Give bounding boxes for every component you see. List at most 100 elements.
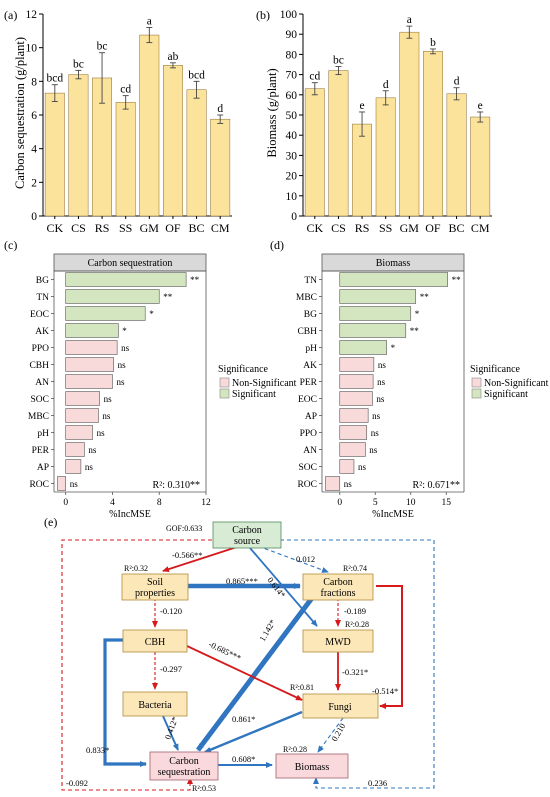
y-tick-label: 12 xyxy=(26,9,38,21)
panel-label-c: (c) xyxy=(4,238,17,252)
y-tick-label: PPO xyxy=(32,344,50,354)
path-source-to-biomass xyxy=(280,539,435,789)
importance-bar xyxy=(65,374,113,389)
y-tick-label: EOC xyxy=(298,395,317,405)
path-fungi-to-sequestration xyxy=(204,710,303,754)
y-tick-label: MBC xyxy=(28,412,49,422)
significance-mark: ns xyxy=(70,479,79,489)
coef-sequestration-biomass: 0.608* xyxy=(232,754,255,764)
y-tick-label: CBH xyxy=(29,361,49,371)
significance-mark: ns xyxy=(116,377,125,387)
significance-mark: * xyxy=(122,326,127,336)
node-carbon-fractions-label: fractions xyxy=(321,588,356,599)
y-tick-label: 10 xyxy=(286,191,298,203)
significance-letter: bcd xyxy=(188,69,205,81)
y-tick-label: 8 xyxy=(31,76,37,88)
x-tick-label: 0 xyxy=(337,498,342,508)
y-tick-label: 100 xyxy=(280,9,298,21)
importance-bar xyxy=(65,306,146,321)
importance-bar xyxy=(339,340,387,355)
importance-bar xyxy=(339,289,417,304)
coef-source-soil: -0.566** xyxy=(172,550,202,560)
y-tick-label: 0 xyxy=(31,211,37,223)
significance-mark: ns xyxy=(371,428,380,438)
node-carbon-sequestration-label: Carbon xyxy=(169,756,198,767)
importance-bar xyxy=(65,425,93,440)
coef-soil-fractions: 0.865*** xyxy=(226,576,258,586)
x-tick-label: 4 xyxy=(110,498,115,508)
significance-letter: e xyxy=(478,100,483,112)
importance-bar xyxy=(65,340,118,355)
x-tick-label: CM xyxy=(211,221,230,235)
y-tick-label: 10 xyxy=(26,43,38,55)
legend-title: Significance xyxy=(218,364,269,375)
significance-mark: ** xyxy=(163,292,173,302)
path-cbh-to-fungi xyxy=(186,645,303,701)
bar xyxy=(210,118,231,217)
importance-bar xyxy=(65,289,160,304)
significance-mark: ns xyxy=(88,445,97,455)
importance-bar xyxy=(65,459,82,474)
importance-bar xyxy=(339,272,448,287)
legend-item-sig: Significant xyxy=(232,389,276,400)
x-tick-label: GM xyxy=(400,221,420,235)
y-tick-label: SOC xyxy=(31,395,49,405)
importance-bar xyxy=(339,306,412,321)
significance-mark: * xyxy=(415,309,420,319)
node-soil-properties-label: Soil xyxy=(147,577,163,588)
bar xyxy=(423,51,443,217)
y-tick-label: BG xyxy=(304,310,317,320)
node-mwd xyxy=(302,629,374,653)
r2-mwd: R²:0.28 xyxy=(345,620,369,629)
bar xyxy=(44,92,65,217)
x-tick-label: SS xyxy=(119,221,132,235)
x-tick-label: OF xyxy=(165,221,181,235)
node-carbon-fractions-label: Carbon xyxy=(323,577,352,588)
y-tick-label: 80 xyxy=(286,49,298,61)
significance-mark: ns xyxy=(376,394,385,404)
coef-cbh-sequestration: 0.833* xyxy=(86,745,109,755)
x-tick-label: OF xyxy=(425,221,441,235)
y-tick-label: PPO xyxy=(300,429,318,439)
significance-mark: ns xyxy=(369,445,378,455)
significance-letter: bc xyxy=(73,58,84,70)
node-carbon-source-label: source xyxy=(234,536,261,547)
r2-carbon-fractions: R²:0.74 xyxy=(343,564,367,573)
bar xyxy=(470,116,491,217)
x-tick-label: 5 xyxy=(373,498,378,508)
significance-mark: ** xyxy=(410,326,420,336)
y-tick-label: 4 xyxy=(31,144,37,156)
node-bacteria-label: Bacteria xyxy=(138,700,172,711)
x-tick-label: 15 xyxy=(442,498,452,508)
importance-bar xyxy=(57,476,66,491)
coef-cbh-fungi: -0.685*** xyxy=(207,639,243,663)
y-tick-label: pH xyxy=(305,344,317,354)
bar xyxy=(163,65,183,217)
r2-label: R²: 0.671** xyxy=(413,480,460,491)
significance-letter: d xyxy=(383,79,389,91)
importance-bar xyxy=(65,408,99,423)
panel-label-a: (a) xyxy=(4,8,17,22)
x-tick-label: CK xyxy=(46,221,63,235)
y-tick-label: 70 xyxy=(286,70,298,82)
significance-mark: ns xyxy=(97,428,106,438)
node-carbon-sequestration-label: sequestration xyxy=(158,767,211,778)
coef-cbh-bacteria: -0.297 xyxy=(160,664,182,674)
node-biomass-label: Biomass xyxy=(295,762,330,773)
node-carbon-source-label: Carbon xyxy=(232,525,261,536)
importance-bar xyxy=(65,272,187,287)
y-tick-label: PER xyxy=(32,446,50,456)
y-axis-label: Biomass (g/plant) xyxy=(265,68,279,157)
coef-soil-cbh: -0.120 xyxy=(160,606,182,616)
significance-letter: b xyxy=(430,37,436,49)
significance-mark: ns xyxy=(121,343,130,353)
importance-bar xyxy=(339,425,368,440)
significance-mark: * xyxy=(149,309,154,319)
y-tick-label: 60 xyxy=(286,90,298,102)
coef-fractions-mwd: -0.189 xyxy=(344,606,366,616)
bar xyxy=(68,74,89,217)
x-tick-label: RS xyxy=(355,221,370,235)
legend-swatch-sig xyxy=(471,388,482,399)
legend-swatch-sig xyxy=(219,388,230,399)
y-tick-label: TN xyxy=(304,276,317,286)
